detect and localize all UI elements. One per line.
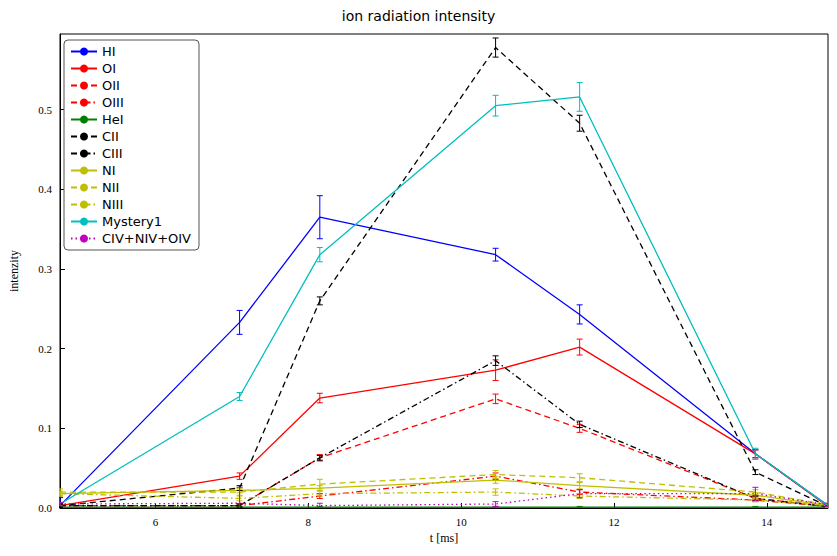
- svg-text:0.2: 0.2: [38, 343, 52, 355]
- svg-text:NI: NI: [102, 163, 116, 178]
- svg-text:CIV+NIV+OIV: CIV+NIV+OIV: [102, 231, 191, 246]
- svg-text:HI: HI: [102, 44, 116, 59]
- svg-text:14: 14: [761, 516, 773, 528]
- svg-text:NIII: NIII: [102, 197, 123, 212]
- svg-text:0.4: 0.4: [38, 183, 52, 195]
- svg-text:OIII: OIII: [102, 95, 124, 110]
- svg-text:ion radiation intensity: ion radiation intensity: [342, 8, 495, 24]
- svg-text:6: 6: [153, 516, 159, 528]
- svg-text:0.3: 0.3: [38, 263, 52, 275]
- svg-text:8: 8: [306, 516, 312, 528]
- svg-text:NII: NII: [102, 180, 119, 195]
- svg-text:HeI: HeI: [102, 112, 124, 127]
- svg-text:10: 10: [456, 516, 468, 528]
- svg-text:t [ms]: t [ms]: [430, 531, 458, 545]
- svg-text:12: 12: [609, 516, 620, 528]
- svg-text:Mystery1: Mystery1: [102, 214, 162, 229]
- svg-text:OII: OII: [102, 78, 120, 93]
- svg-text:intenzity: intenzity: [7, 250, 21, 292]
- svg-text:0.1: 0.1: [38, 422, 52, 434]
- svg-text:0.5: 0.5: [38, 104, 52, 116]
- svg-text:0.0: 0.0: [38, 502, 52, 514]
- svg-text:OI: OI: [102, 61, 116, 76]
- svg-text:CIII: CIII: [102, 146, 123, 161]
- svg-text:CII: CII: [102, 129, 119, 144]
